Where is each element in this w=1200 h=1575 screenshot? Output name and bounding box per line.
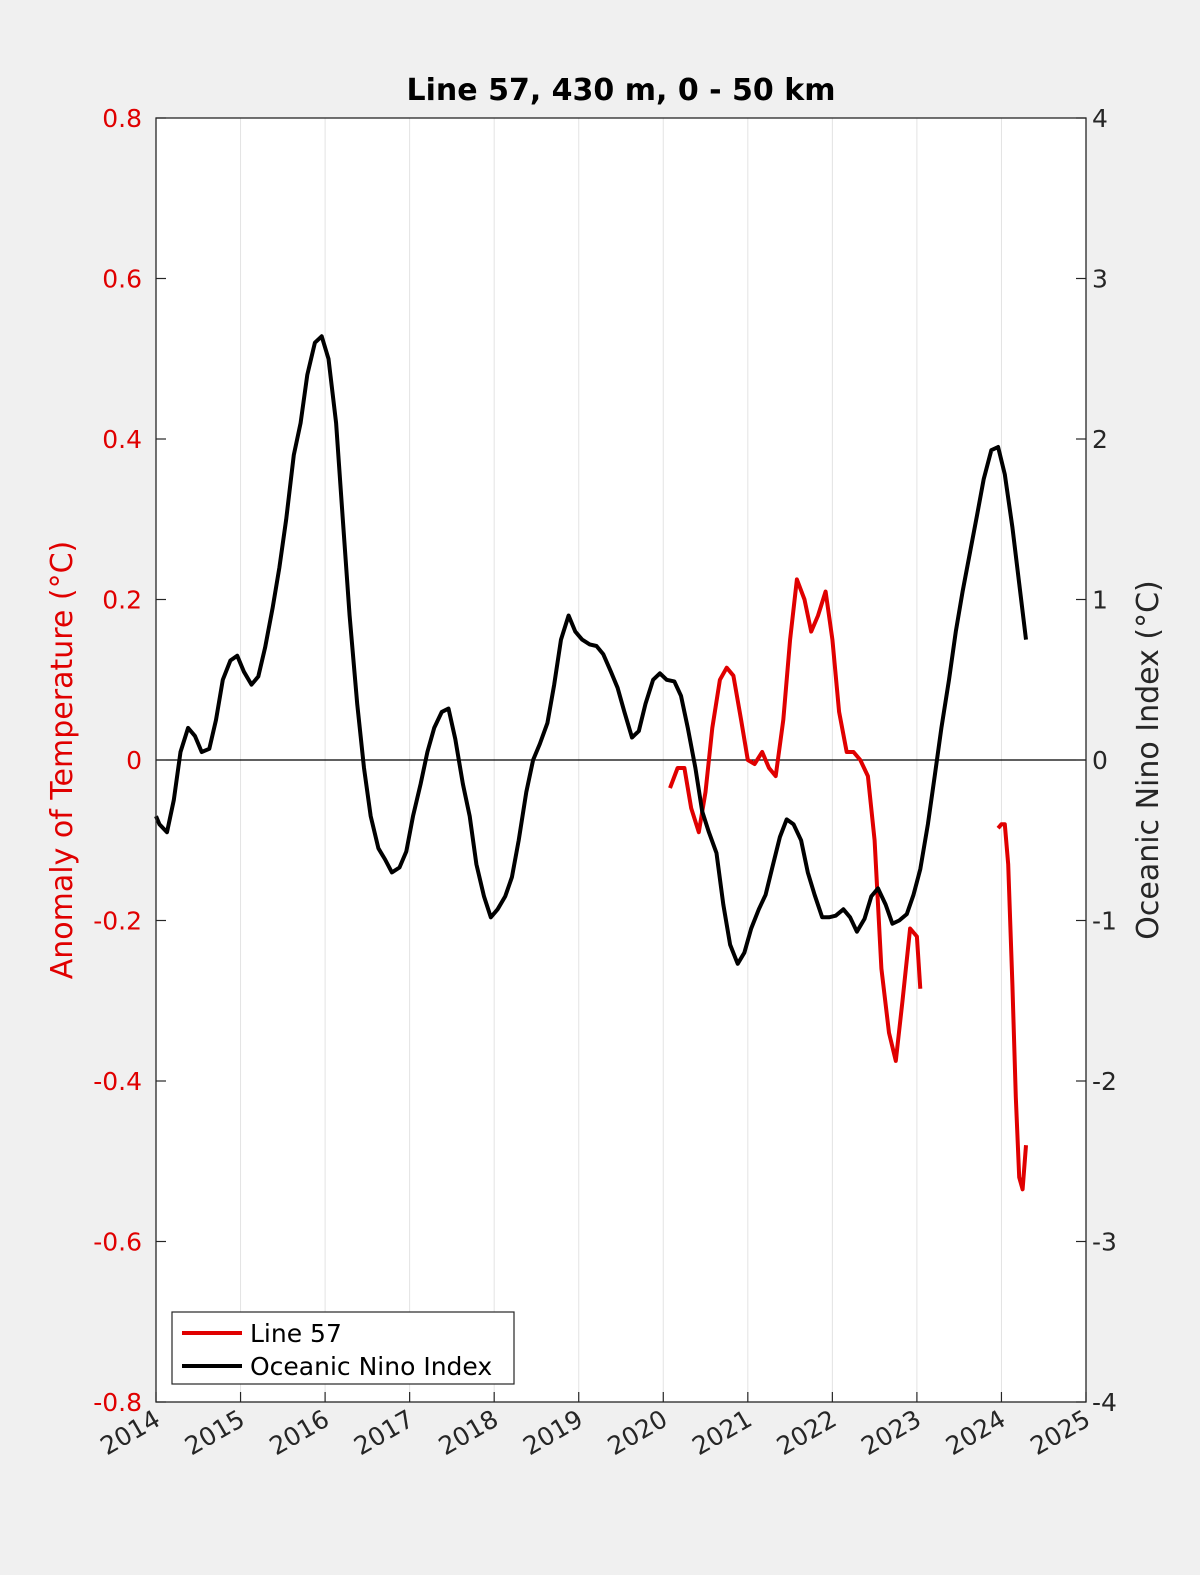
legend-label-line57: Line 57 (250, 1319, 342, 1348)
x-tick-label: 2018 (434, 1404, 504, 1461)
y-right-tick-label: 4 (1092, 104, 1108, 133)
y-axis-label-left: Anomaly of Temperature (°C) (45, 541, 80, 980)
y-right-tick-label: 1 (1092, 586, 1108, 615)
y-right-tick-label: -1 (1092, 907, 1117, 936)
y-left-tick-label: 0.8 (102, 104, 142, 133)
x-tick-label: 2015 (180, 1404, 250, 1461)
legend-label-oni: Oceanic Nino Index (250, 1352, 492, 1381)
y-left-tick-label: -0.6 (93, 1228, 142, 1257)
y-right-tick-label: 3 (1092, 265, 1108, 294)
x-tick-label: 2017 (349, 1404, 419, 1461)
y-left-tick-label: -0.8 (93, 1388, 142, 1417)
series-layer (154, 334, 1028, 1192)
series-line57-segment-0 (668, 577, 923, 1063)
axis-ticks (155, 117, 1087, 1403)
x-tick-label: 2020 (603, 1404, 673, 1461)
x-tick-label: 2021 (687, 1404, 757, 1461)
y-right-tick-label: -4 (1092, 1388, 1117, 1417)
legend-box (171, 1311, 515, 1385)
x-tick-label: 2016 (264, 1404, 334, 1461)
y-left-tick-label: 0 (126, 746, 142, 775)
y-axis-label-right: Oceanic Nino Index (°C) (1131, 580, 1166, 940)
x-tick-label: 2023 (856, 1404, 926, 1461)
x-tick-label: 2019 (518, 1404, 588, 1461)
y-right-tick-label: -3 (1092, 1228, 1117, 1257)
y-right-tick-label: -2 (1092, 1067, 1117, 1096)
x-tick-label: 2024 (941, 1404, 1011, 1461)
chart-title: Line 57, 430 m, 0 - 50 km (407, 73, 836, 108)
x-tick-label: 2022 (772, 1404, 842, 1461)
y-left-tick-label: 0.2 (102, 586, 142, 615)
series-oni-segment-0 (154, 334, 1028, 966)
legend: Line 57 Oceanic Nino Index (171, 1311, 515, 1385)
y-right-tick-label: 0 (1092, 746, 1108, 775)
y-left-tick-label: 0.6 (102, 265, 142, 294)
y-left-tick-label: -0.2 (93, 907, 142, 936)
y-right-tick-label: 2 (1092, 425, 1108, 454)
y-left-tick-label: -0.4 (93, 1067, 142, 1096)
y-left-tick-label: 0.4 (102, 425, 142, 454)
series-line57-segment-1 (996, 822, 1028, 1192)
x-tick-label: 2025 (1025, 1404, 1095, 1461)
